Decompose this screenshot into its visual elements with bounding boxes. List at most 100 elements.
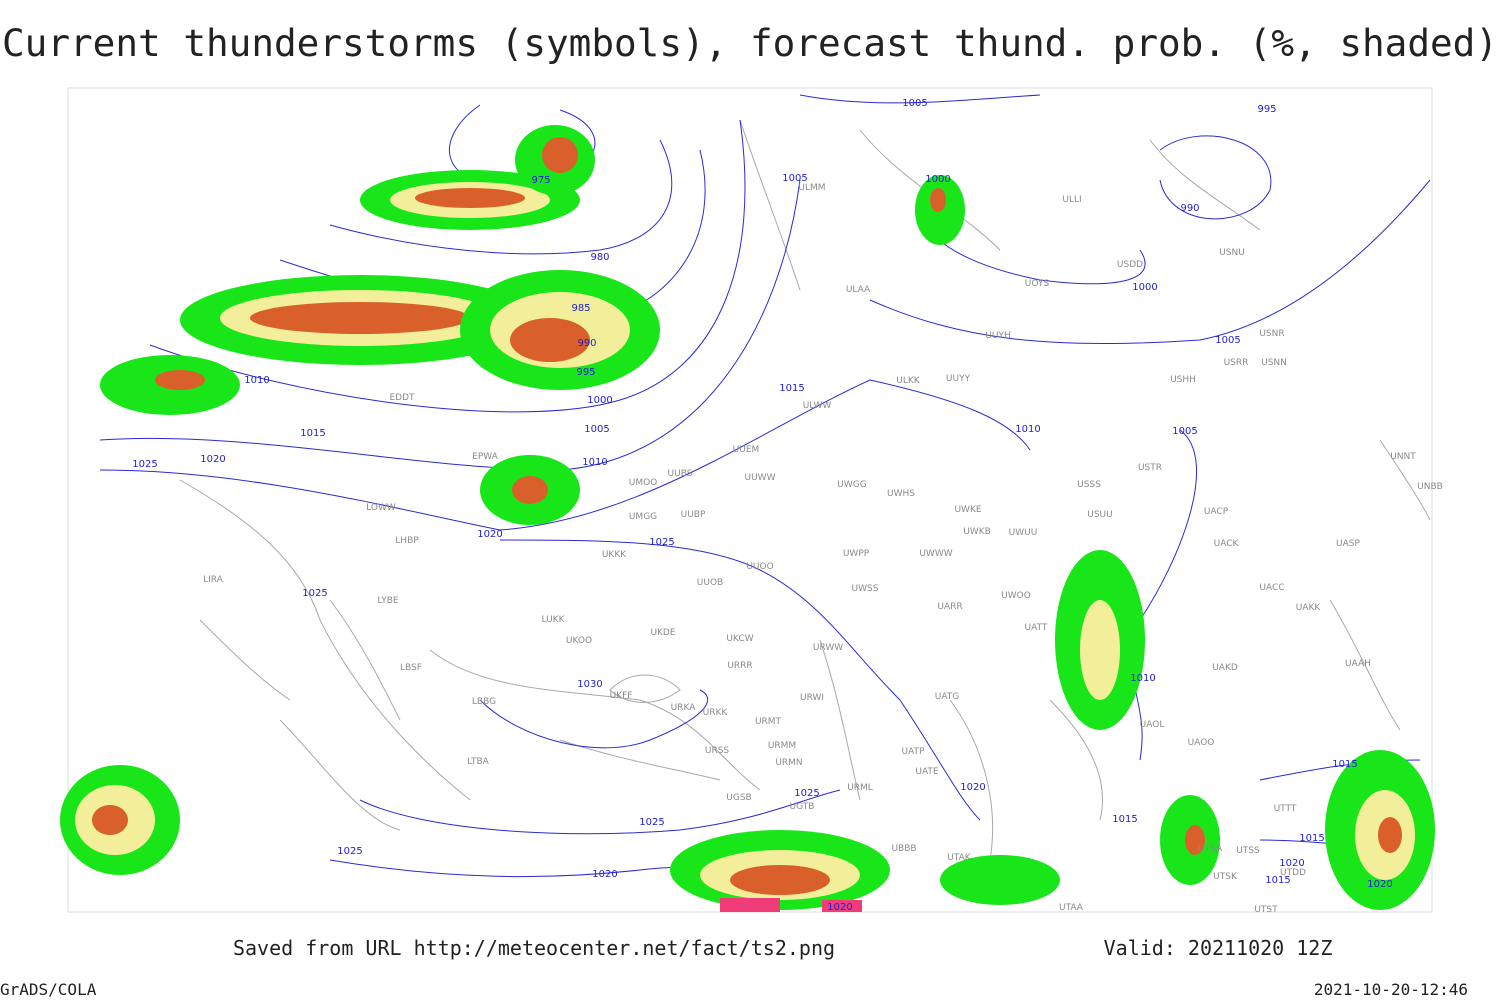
station-label: USDD xyxy=(1117,260,1143,270)
station-label: LTBA xyxy=(467,757,489,767)
isobar-label: 1020 xyxy=(1367,879,1392,890)
station-label: UMGG xyxy=(629,512,657,522)
station-label: UUWW xyxy=(745,473,776,483)
isobar-label: 975 xyxy=(531,175,550,186)
station-label: UASP xyxy=(1336,539,1360,549)
isobar-label: 1025 xyxy=(649,537,674,548)
isobar-label: 1010 xyxy=(1015,424,1040,435)
station-label: UACK xyxy=(1214,539,1240,549)
map-title: Current thunderstorms (symbols), forecas… xyxy=(2,22,1498,65)
isobar-label: 1010 xyxy=(582,457,607,468)
map-area: 1005 995 975 1005 1000 990 980 985 990 995 1000 100… xyxy=(60,87,1443,915)
station-label: LHBP xyxy=(395,536,419,546)
station-label: USNN xyxy=(1261,358,1287,368)
station-label: UATG xyxy=(935,692,960,702)
station-label: LUKK xyxy=(542,615,566,625)
station-label: UTTT xyxy=(1274,804,1297,814)
isobar-label: 1015 xyxy=(1265,875,1290,886)
station-label: UUBS xyxy=(668,469,693,479)
station-label: URML xyxy=(847,783,873,793)
station-label: USUU xyxy=(1087,510,1112,520)
station-label: USSS xyxy=(1077,480,1101,490)
station-label: URSS xyxy=(705,746,730,756)
station-label: UTSA xyxy=(1198,844,1223,854)
station-label: LYBE xyxy=(377,596,398,606)
station-label: UGTB xyxy=(790,802,815,812)
isobar-label: 1020 xyxy=(200,454,225,465)
station-label: UATP xyxy=(902,747,926,757)
isobar-label: 1025 xyxy=(794,788,819,799)
station-label: UTST xyxy=(1254,905,1278,915)
station-label: EPWA xyxy=(472,452,499,462)
station-label: UBBB xyxy=(891,844,916,854)
station-label: UWGG xyxy=(837,480,866,490)
isobar-label: 1010 xyxy=(244,375,269,386)
station-label: UWWW xyxy=(919,549,952,559)
isobar-label: 995 xyxy=(1257,104,1276,115)
station-label: UMOO xyxy=(629,478,658,488)
station-label: URRR xyxy=(727,661,752,671)
isobar-label: 1020 xyxy=(592,869,617,880)
isobar-label: 1015 xyxy=(300,428,325,439)
isobar-label: 1020 xyxy=(477,529,502,540)
station-label: UWKB xyxy=(963,527,991,537)
station-label: UUOO xyxy=(746,562,773,572)
station-label: URWW xyxy=(813,643,843,653)
station-label: USNU xyxy=(1219,248,1245,258)
isobar-label: 1025 xyxy=(337,846,362,857)
station-label: UWHS xyxy=(887,489,915,499)
isobar-label: 1025 xyxy=(302,588,327,599)
isobar-label: 1015 xyxy=(1299,833,1324,844)
station-label: UGSB xyxy=(726,793,751,803)
station-label: UUEM xyxy=(733,445,760,455)
station-label: EDDT xyxy=(389,393,415,403)
station-label: UAOL xyxy=(1140,720,1165,730)
station-label: LBSF xyxy=(400,663,422,673)
isobar-label: 1025 xyxy=(132,459,157,470)
software-credit: GrADS/COLA xyxy=(0,980,97,999)
station-label: UAOO xyxy=(1188,738,1215,748)
station-label: LOWW xyxy=(366,503,396,513)
isobar-label: 1005 xyxy=(1215,335,1240,346)
coastlines xyxy=(179,119,1431,861)
station-label: LIRA xyxy=(203,575,224,585)
isobar-label: 1020 xyxy=(1279,858,1304,869)
isobar-label: 1005 xyxy=(782,173,807,184)
station-label: URMM xyxy=(768,741,796,751)
station-label: LBBG xyxy=(472,697,496,707)
map-labels: 1005 995 975 1005 1000 990 980 985 990 995 1000 100… xyxy=(132,98,1443,915)
station-label: URWI xyxy=(800,693,824,703)
station-label: USRR xyxy=(1224,358,1249,368)
station-label: URMT xyxy=(755,717,782,727)
station-label: UTAA xyxy=(1059,903,1084,913)
station-label: ULLI xyxy=(1062,195,1081,205)
station-label: UWKE xyxy=(954,505,981,515)
station-label: URKA xyxy=(671,703,697,713)
station-label: UUBP xyxy=(681,510,706,520)
isobar-label: 1005 xyxy=(584,424,609,435)
isobar-label: 995 xyxy=(576,367,595,378)
station-label: ULMM xyxy=(798,183,825,193)
isobar-label: 1020 xyxy=(960,782,985,793)
source-url: Saved from URL http://meteocenter.net/fa… xyxy=(233,936,835,960)
isobar-label: 1005 xyxy=(902,98,927,109)
station-label: UACP xyxy=(1204,507,1229,517)
station-label: ULKK xyxy=(896,376,921,386)
isobar-label: 990 xyxy=(577,338,596,349)
station-label: UTSK xyxy=(1213,872,1238,882)
station-label: UUOB xyxy=(697,578,723,588)
station-label: UWOO xyxy=(1001,591,1031,601)
isobar-label: 1025 xyxy=(639,817,664,828)
station-label: UUYH xyxy=(985,331,1010,341)
station-label: UWSS xyxy=(852,584,879,594)
station-label: UAAH xyxy=(1345,659,1371,669)
isobar-label: 985 xyxy=(571,303,590,314)
station-label: UKFF xyxy=(610,691,633,701)
station-label: USNR xyxy=(1259,329,1284,339)
station-label: USTR xyxy=(1138,463,1162,473)
station-label: UOYS xyxy=(1025,279,1050,289)
station-label: URMN xyxy=(775,758,802,768)
station-label: ULWW xyxy=(803,401,832,411)
station-label: UAKK xyxy=(1296,603,1322,613)
